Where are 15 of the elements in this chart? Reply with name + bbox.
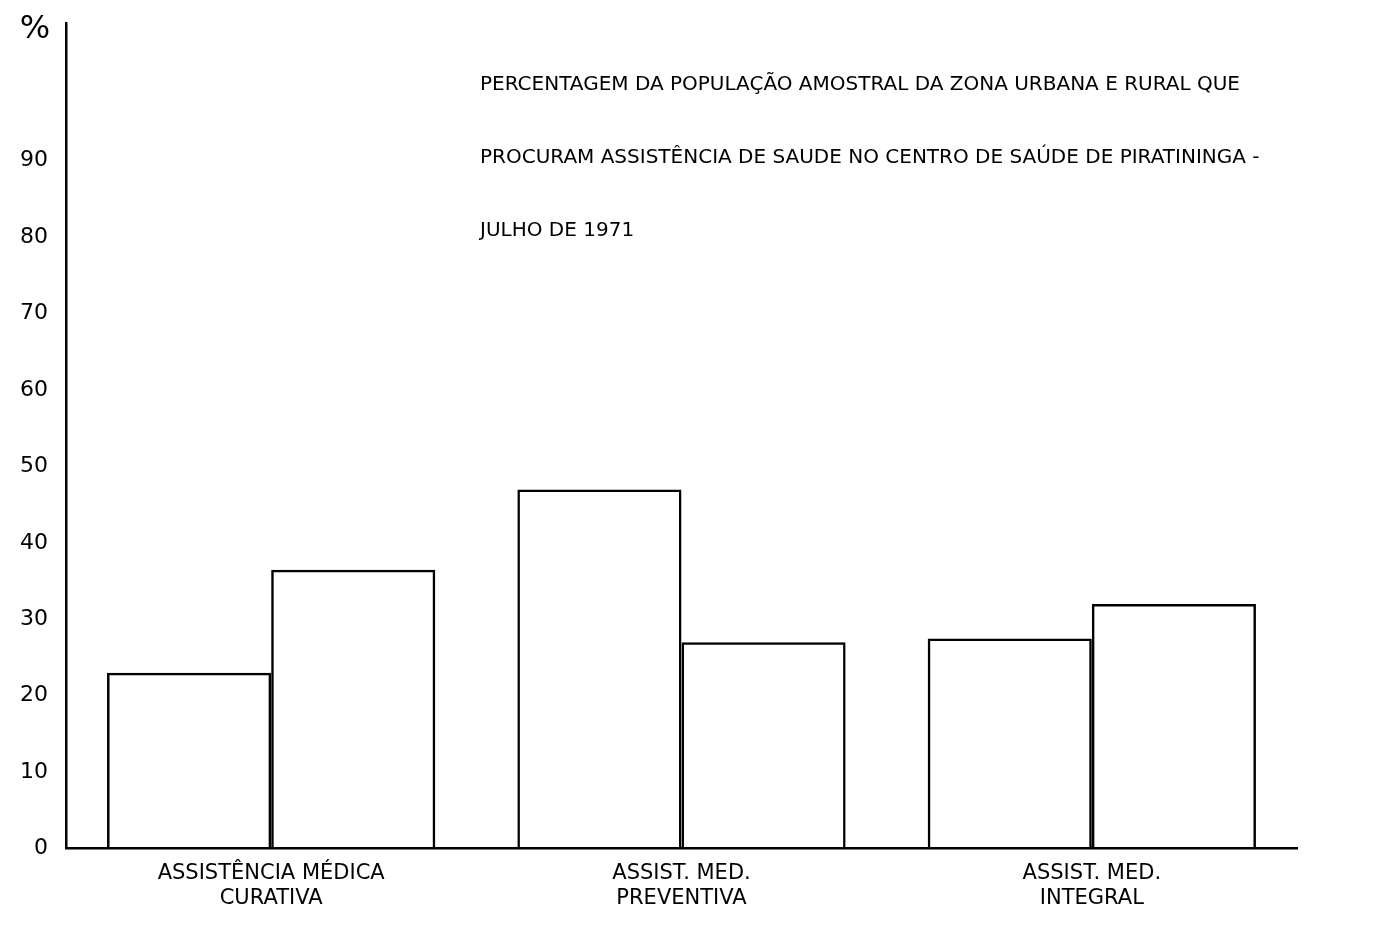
y-tick-label: 90 xyxy=(19,146,48,172)
y-axis-title: % xyxy=(19,8,51,47)
x-tick-label: ASSIST. MED. PREVENTIVA xyxy=(612,859,751,909)
x-tick-label: ASSIST. MED. INTEGRAL xyxy=(1022,859,1162,909)
y-tick-label: 60 xyxy=(19,375,48,401)
y-tick-label: 20 xyxy=(19,681,48,707)
y-tick-label: 0 xyxy=(33,834,48,860)
y-tick-label: 50 xyxy=(19,452,48,478)
y-tick-label: 10 xyxy=(19,757,48,783)
x-tick-label: ASSISTÊNCIA MÉDICA CURATIVA xyxy=(157,858,386,909)
y-tick-label: 70 xyxy=(19,299,48,325)
y-tick-label: 80 xyxy=(19,222,48,248)
chart-title: PERCENTAGEM DA POPULAÇÃO AMOSTRAL DA ZONA URBANA E RURAL QUE PROCURAM ASSISTÊNCIA DE SAUDE NO CENTRO DE SAÚDE DE PIRATININGA - JULHO DE 1971 xyxy=(480,71,1260,242)
y-tick-label: 30 xyxy=(19,605,48,631)
y-tick-label: 40 xyxy=(19,528,48,554)
